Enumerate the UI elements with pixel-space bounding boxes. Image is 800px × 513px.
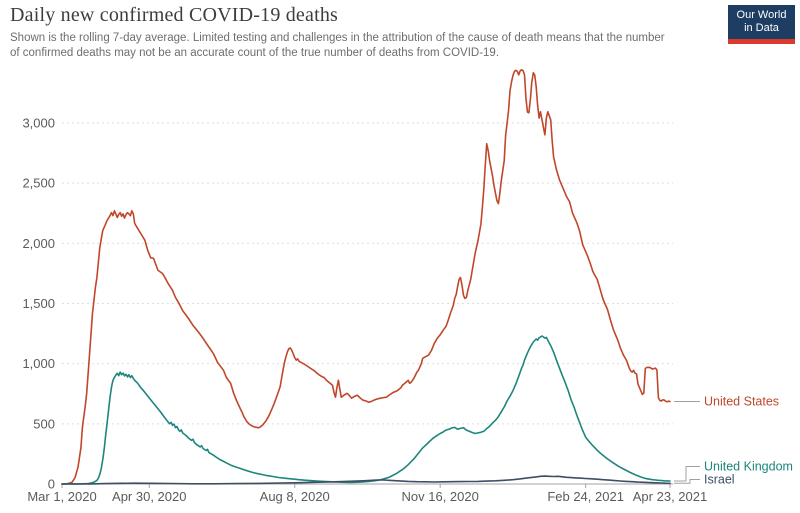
chart-subtitle-line-1: Shown is the rolling 7-day average. Limi… bbox=[10, 32, 665, 44]
legend-label-israel: Israel bbox=[704, 473, 735, 487]
chart-title: Daily new confirmed COVID-19 deaths bbox=[10, 4, 339, 26]
series-line-united-kingdom bbox=[61, 335, 671, 485]
y-tick-label: 500 bbox=[33, 416, 55, 431]
y-tick-label: 3,000 bbox=[22, 116, 55, 131]
y-tick-label: 2,500 bbox=[22, 176, 55, 191]
owid-logo-line-1: Our World bbox=[736, 9, 787, 21]
x-tick-label: Apr 23, 2021 bbox=[633, 489, 707, 504]
chart-subtitle: Shown is the rolling 7-day average. Limi… bbox=[10, 31, 720, 61]
owid-logo: Our World in Data bbox=[728, 5, 795, 44]
series-line-united-states bbox=[61, 69, 671, 485]
legend-label-united-kingdom: United Kingdom bbox=[704, 460, 793, 474]
legend-connector-united-kingdom bbox=[674, 466, 700, 482]
x-tick-label: Apr 30, 2020 bbox=[112, 489, 186, 504]
x-tick-label: Mar 1, 2020 bbox=[27, 489, 96, 504]
y-tick-label: 2,000 bbox=[22, 236, 55, 251]
y-tick-label: 0 bbox=[48, 477, 55, 492]
legend-connector-israel bbox=[674, 479, 700, 484]
chart-header: Daily new confirmed COVID-19 deaths Show… bbox=[10, 4, 720, 61]
owid-logo-line-2: in Data bbox=[744, 22, 779, 34]
y-tick-label: 1,000 bbox=[22, 356, 55, 371]
x-tick-label: Nov 16, 2020 bbox=[402, 489, 479, 504]
y-tick-label: 1,500 bbox=[22, 296, 55, 311]
chart-subtitle-line-2: of confirmed deaths may not be an accura… bbox=[10, 47, 500, 59]
legend-label-united-states: United States bbox=[704, 394, 779, 408]
series-line-israel bbox=[61, 475, 671, 485]
x-tick-label: Feb 24, 2021 bbox=[547, 489, 624, 504]
x-tick-label: Aug 8, 2020 bbox=[260, 489, 330, 504]
